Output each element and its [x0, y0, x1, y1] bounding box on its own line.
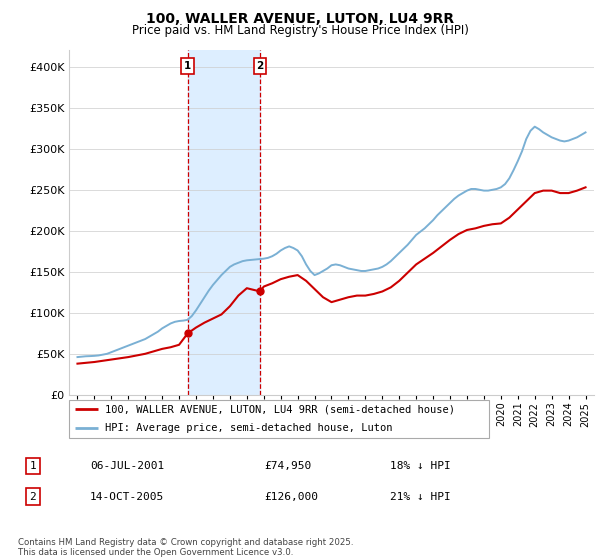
Text: 14-OCT-2005: 14-OCT-2005	[90, 492, 164, 502]
Text: £126,000: £126,000	[264, 492, 318, 502]
Text: £74,950: £74,950	[264, 461, 311, 471]
Text: Price paid vs. HM Land Registry's House Price Index (HPI): Price paid vs. HM Land Registry's House …	[131, 24, 469, 36]
Bar	[188, 50, 260, 395]
Text: 1: 1	[29, 461, 37, 471]
Text: 06-JUL-2001: 06-JUL-2001	[90, 461, 164, 471]
Text: 18% ↓ HPI: 18% ↓ HPI	[390, 461, 451, 471]
Text: 1: 1	[184, 61, 191, 71]
Text: HPI: Average price, semi-detached house, Luton: HPI: Average price, semi-detached house,…	[104, 423, 392, 433]
FancyBboxPatch shape	[69, 400, 489, 438]
Text: 100, WALLER AVENUE, LUTON, LU4 9RR: 100, WALLER AVENUE, LUTON, LU4 9RR	[146, 12, 454, 26]
Text: 21% ↓ HPI: 21% ↓ HPI	[390, 492, 451, 502]
Text: Contains HM Land Registry data © Crown copyright and database right 2025.
This d: Contains HM Land Registry data © Crown c…	[18, 538, 353, 557]
Text: 2: 2	[29, 492, 37, 502]
Text: 2: 2	[257, 61, 264, 71]
Text: 100, WALLER AVENUE, LUTON, LU4 9RR (semi-detached house): 100, WALLER AVENUE, LUTON, LU4 9RR (semi…	[104, 404, 455, 414]
